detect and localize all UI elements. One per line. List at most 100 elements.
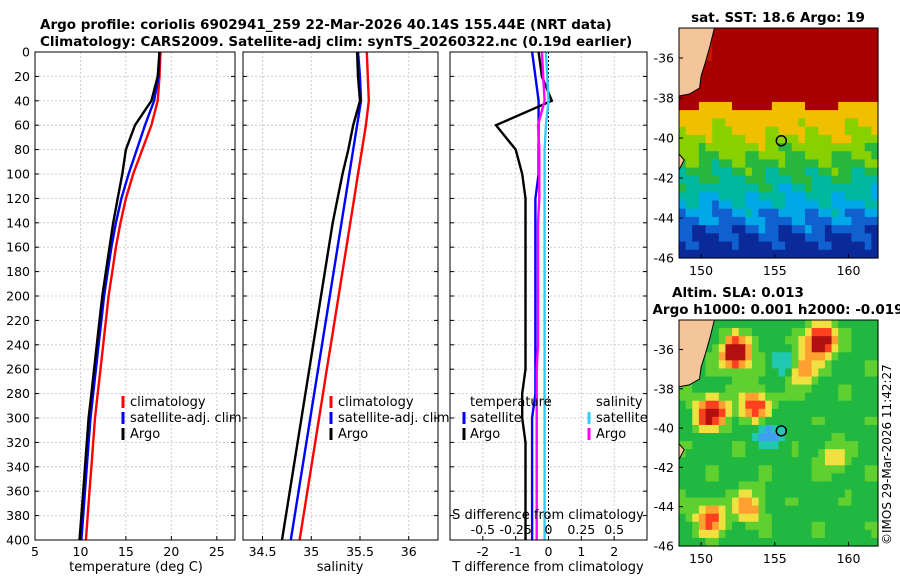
map-cell — [858, 225, 866, 234]
map-cell — [738, 167, 746, 177]
map-cell — [732, 233, 740, 243]
map-cell — [698, 521, 707, 531]
map-cell — [805, 344, 813, 353]
map-cell — [851, 344, 859, 353]
map-cell — [765, 344, 773, 353]
map-cell — [771, 449, 780, 458]
map-cell — [831, 200, 839, 210]
map-cell — [864, 513, 872, 523]
map-cell — [718, 216, 727, 226]
map-cell — [864, 352, 872, 361]
map-cell — [732, 392, 740, 402]
map-cell — [811, 392, 819, 402]
map-cell — [712, 44, 720, 54]
map-cell — [858, 44, 866, 54]
map-cell — [738, 384, 746, 394]
map-cell — [838, 489, 846, 499]
map-cell — [738, 126, 746, 136]
map-cell — [785, 249, 793, 259]
map-cell — [818, 110, 826, 119]
map-cell — [718, 134, 727, 144]
map-cell — [798, 513, 806, 523]
map-cell — [798, 167, 806, 177]
map-cell — [811, 44, 819, 54]
map-cell — [738, 497, 746, 507]
map-cell — [685, 175, 693, 185]
map-cell — [864, 416, 872, 426]
map-cell — [785, 328, 793, 337]
map-x-tick-label: 155 — [763, 551, 787, 566]
legend-argo: Argo — [130, 427, 160, 442]
map-cell — [685, 110, 693, 119]
map-cell — [758, 69, 766, 78]
map-cell — [871, 126, 879, 136]
map-cell — [705, 441, 713, 450]
map-cell — [718, 192, 727, 202]
map-cell — [765, 513, 773, 523]
map-cell — [811, 126, 819, 136]
legend-satellite-adj: satellite-adj. clim — [338, 411, 450, 426]
map-frame — [678, 319, 879, 547]
map-cell — [705, 344, 713, 353]
map-cell — [698, 167, 707, 177]
map-cell — [712, 85, 720, 95]
map-cell — [738, 529, 746, 539]
map-cell — [785, 216, 793, 226]
map-cell — [685, 408, 693, 418]
map-cell — [791, 424, 799, 434]
map-cell — [725, 360, 733, 370]
map-cell — [831, 344, 839, 353]
map-cell — [791, 52, 799, 62]
map-cell — [785, 175, 793, 185]
map-cell — [685, 441, 693, 450]
map-cell — [831, 44, 839, 54]
map-cell — [851, 28, 859, 37]
map-cell — [805, 167, 813, 177]
map-cell — [751, 481, 760, 491]
map-cell — [858, 241, 866, 251]
map-cell — [798, 529, 806, 539]
map-cell — [818, 159, 826, 169]
map-cell — [679, 416, 687, 426]
map-cell — [738, 368, 746, 378]
map-cell — [692, 424, 700, 434]
map-cell — [679, 225, 687, 234]
map-cell — [785, 384, 793, 394]
map-cell — [698, 408, 707, 418]
map-cell — [758, 93, 766, 103]
map-cell — [791, 200, 799, 210]
map-cell — [824, 344, 833, 353]
x-top-tick-label: -0.25 — [499, 522, 531, 537]
map-cell — [805, 416, 813, 426]
map-cell — [765, 60, 773, 70]
map-cell — [758, 521, 766, 531]
map-cell — [685, 481, 693, 491]
map-cell — [732, 400, 740, 410]
map-cell — [705, 457, 713, 466]
y-tick-label: 380 — [6, 508, 30, 523]
map-cell — [685, 521, 693, 531]
map-cell — [791, 328, 799, 337]
map-cell — [785, 184, 793, 193]
map-cell — [811, 473, 819, 483]
map-cell — [785, 513, 793, 523]
map-cell — [692, 408, 700, 418]
map-cell — [778, 208, 786, 218]
map-cell — [705, 513, 713, 523]
map-cell — [811, 408, 819, 418]
map-cell — [831, 392, 839, 402]
map-cell — [738, 400, 746, 410]
map-cell — [858, 489, 866, 499]
map-cell — [698, 465, 707, 474]
map-cell — [771, 44, 780, 54]
map-cell — [725, 352, 733, 361]
map-cell — [831, 60, 839, 70]
map-cell — [864, 408, 872, 418]
map-cell — [851, 449, 859, 458]
map-cell — [864, 376, 872, 386]
map-cell — [685, 143, 693, 152]
x-tick-label: 2 — [610, 544, 618, 559]
map-cell — [685, 433, 693, 442]
map-cell — [732, 175, 740, 185]
map-cell — [732, 529, 740, 539]
